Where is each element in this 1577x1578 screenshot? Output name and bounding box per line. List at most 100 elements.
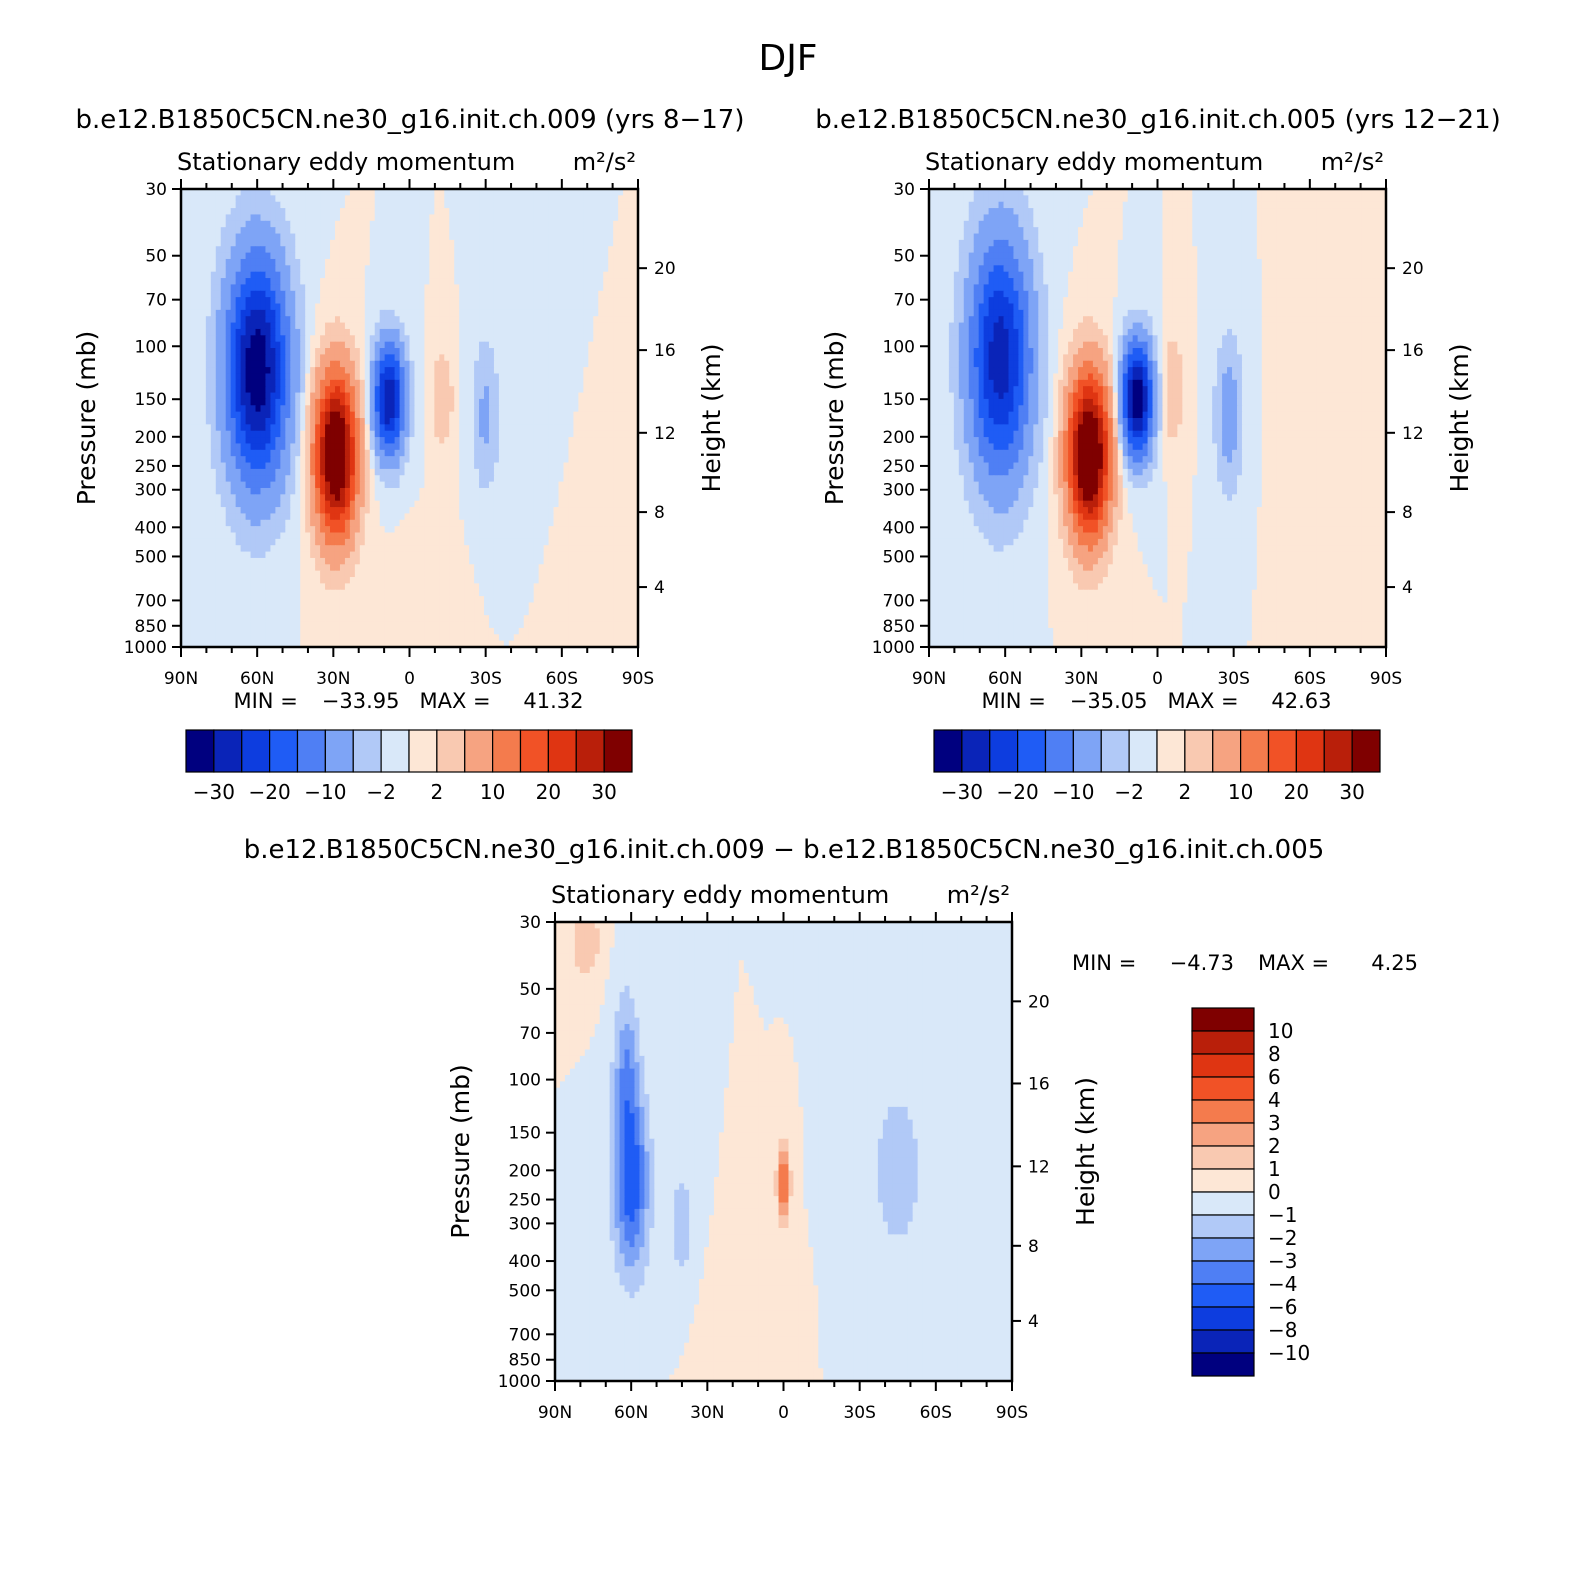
- contour-cell: [236, 291, 242, 298]
- contour-cell: [489, 450, 495, 457]
- contour-cell: [603, 386, 609, 393]
- contour-cell: [444, 297, 450, 304]
- contour-cell: [231, 520, 237, 527]
- contour-cell: [534, 291, 540, 298]
- contour-cell: [434, 450, 440, 457]
- contour-cell: [186, 456, 192, 463]
- contour-cell: [260, 259, 266, 266]
- contour-cell: [260, 373, 266, 380]
- contour-cell: [534, 405, 540, 412]
- contour-cell: [429, 208, 435, 215]
- contour-cell: [603, 475, 609, 482]
- contour-cell: [385, 348, 391, 355]
- contour-cell: [186, 354, 192, 361]
- contour-cell: [231, 202, 237, 209]
- contour-cell: [603, 412, 609, 419]
- contour-cell: [464, 463, 470, 470]
- contour-cell: [444, 354, 450, 361]
- contour-cell: [246, 297, 252, 304]
- contour-cell: [454, 240, 460, 247]
- contour-cell: [613, 272, 619, 279]
- contour-cell: [504, 354, 510, 361]
- contour-cell: [315, 393, 321, 400]
- contour-cell: [603, 501, 609, 508]
- contour-cell: [345, 265, 351, 272]
- contour-cell: [529, 475, 535, 482]
- contour-cell: [216, 361, 222, 368]
- contour-cell: [613, 354, 619, 361]
- contour-cell: [563, 272, 569, 279]
- contour-cell: [444, 253, 450, 260]
- contour-cell: [598, 259, 604, 266]
- contour-cell: [330, 482, 336, 489]
- contour-cell: [325, 310, 331, 317]
- contour-cell: [554, 373, 560, 380]
- contour-cell: [449, 443, 455, 450]
- contour-cell: [280, 354, 286, 361]
- contour-cell: [305, 240, 311, 247]
- contour-cell: [563, 348, 569, 355]
- contour-cell: [419, 278, 425, 285]
- contour-cell: [529, 284, 535, 291]
- contour-cell: [469, 240, 475, 247]
- contour-cell: [549, 297, 555, 304]
- contour-cell: [191, 227, 197, 234]
- contour-cell: [315, 380, 321, 387]
- contour-cell: [275, 221, 281, 228]
- contour-cell: [236, 335, 242, 342]
- contour-cell: [499, 520, 505, 527]
- contour-cell: [509, 475, 515, 482]
- contour-cell: [385, 482, 391, 489]
- contour-cell: [504, 475, 510, 482]
- contour-cell: [464, 284, 470, 291]
- contour-cell: [544, 501, 550, 508]
- contour-cell: [385, 386, 391, 393]
- contour-cell: [300, 329, 306, 336]
- contour-cell: [419, 526, 425, 533]
- contour-cell: [578, 443, 584, 450]
- contour-cell: [305, 373, 311, 380]
- contour-cell: [504, 253, 510, 260]
- contour-cell: [568, 393, 574, 400]
- contour-cell: [400, 475, 406, 482]
- contour-cell: [340, 214, 346, 221]
- contour-cell: [251, 316, 257, 323]
- contour-cell: [554, 367, 560, 374]
- contour-cell: [464, 494, 470, 501]
- contour-cell: [618, 310, 624, 317]
- contour-cell: [300, 195, 306, 202]
- contour-cell: [499, 393, 505, 400]
- contour-cell: [464, 335, 470, 342]
- contour-cell: [300, 380, 306, 387]
- contour-cell: [434, 265, 440, 272]
- contour-cell: [405, 469, 411, 476]
- contour-cell: [231, 399, 237, 406]
- contour-cell: [563, 323, 569, 330]
- contour-cell: [320, 513, 326, 520]
- contour-cell: [241, 405, 247, 412]
- contour-cell: [603, 253, 609, 260]
- contour-cell: [410, 456, 416, 463]
- contour-cell: [539, 437, 545, 444]
- contour-cell: [568, 240, 574, 247]
- contour-cell: [419, 214, 425, 221]
- contour-cell: [603, 310, 609, 317]
- contour-cell: [489, 501, 495, 508]
- contour-cell: [429, 259, 435, 266]
- contour-cell: [603, 234, 609, 241]
- contour-cell: [464, 342, 470, 349]
- contour-cell: [221, 304, 227, 311]
- contour-cell: [270, 412, 276, 419]
- contour-cell: [489, 221, 495, 228]
- contour-cell: [618, 488, 624, 495]
- contour-cell: [191, 253, 197, 260]
- contour-cell: [260, 463, 266, 470]
- contour-cell: [340, 310, 346, 317]
- contour-cell: [459, 367, 465, 374]
- contour-cell: [509, 373, 515, 380]
- contour-cell: [395, 272, 401, 279]
- contour-cell: [290, 284, 296, 291]
- contour-cell: [578, 297, 584, 304]
- contour-cell: [320, 329, 326, 336]
- contour-cell: [285, 373, 291, 380]
